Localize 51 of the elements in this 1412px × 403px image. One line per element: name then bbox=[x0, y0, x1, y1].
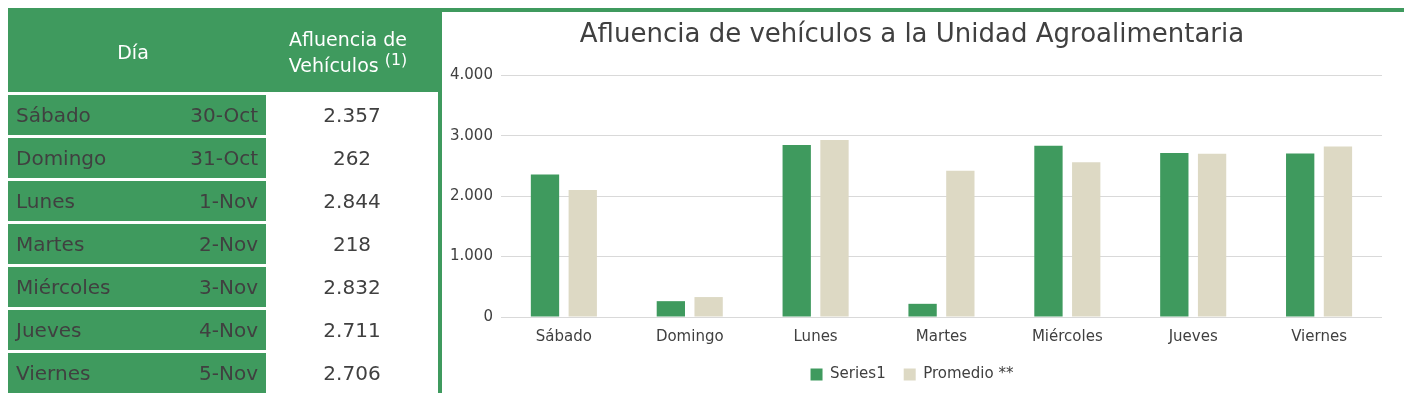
bar bbox=[1286, 153, 1315, 317]
text: 2.832 bbox=[266, 267, 438, 307]
bar bbox=[820, 139, 849, 317]
text: Domingo bbox=[15, 145, 108, 172]
bar bbox=[1072, 162, 1101, 317]
y-tick-label: 0 bbox=[483, 306, 493, 325]
text: 5-Nov bbox=[198, 360, 259, 387]
text: 2.711 bbox=[266, 310, 438, 350]
text: Viernes bbox=[15, 360, 92, 387]
text: 30-Oct bbox=[189, 102, 259, 129]
text: 31-Oct bbox=[189, 145, 259, 172]
bar bbox=[946, 170, 975, 317]
y-tick-label: 4.000 bbox=[449, 65, 493, 84]
text: Martes bbox=[15, 231, 86, 258]
y-tick-label: 3.000 bbox=[449, 125, 493, 144]
bar bbox=[694, 297, 723, 317]
x-tick-label: Miércoles bbox=[1031, 326, 1103, 345]
text: 262 bbox=[266, 138, 438, 178]
text: Afluencia de Vehículos $^{(1)}$ bbox=[287, 27, 409, 77]
x-tick-label: Viernes bbox=[1291, 326, 1348, 345]
bar bbox=[656, 301, 686, 317]
y-tick-label: 2.000 bbox=[449, 185, 493, 204]
bar bbox=[1323, 146, 1353, 317]
bar bbox=[1034, 145, 1063, 317]
bar bbox=[782, 145, 811, 317]
x-tick-label: Lunes bbox=[793, 326, 838, 345]
x-tick-label: Jueves bbox=[1167, 326, 1218, 345]
text: 218 bbox=[266, 224, 438, 264]
text: 2-Nov bbox=[198, 231, 259, 258]
text: 3-Nov bbox=[198, 274, 259, 301]
chart-title: Afluencia de vehículos a la Unidad Agroalimentaria bbox=[579, 18, 1245, 49]
bar bbox=[530, 174, 560, 317]
x-tick-label: Martes bbox=[915, 326, 968, 345]
y-tick-label: 1.000 bbox=[449, 246, 493, 265]
legend-label: Series1 bbox=[830, 364, 886, 383]
text: Miércoles bbox=[15, 274, 112, 301]
text: Sábado bbox=[15, 102, 92, 129]
text: 1-Nov bbox=[198, 188, 259, 215]
text: Día bbox=[116, 40, 150, 65]
text: 2.357 bbox=[266, 95, 438, 135]
text: Lunes bbox=[15, 188, 76, 215]
bar bbox=[908, 303, 937, 317]
bar bbox=[568, 190, 597, 317]
text: 4-Nov bbox=[198, 317, 259, 344]
x-tick-label: Domingo bbox=[655, 326, 724, 345]
bar bbox=[1197, 153, 1227, 317]
text: 2.706 bbox=[266, 353, 438, 393]
legend-label: Promedio ** bbox=[923, 364, 1014, 383]
text: 2.844 bbox=[266, 181, 438, 221]
x-tick-label: Sábado bbox=[535, 326, 592, 345]
bar bbox=[1160, 153, 1189, 317]
